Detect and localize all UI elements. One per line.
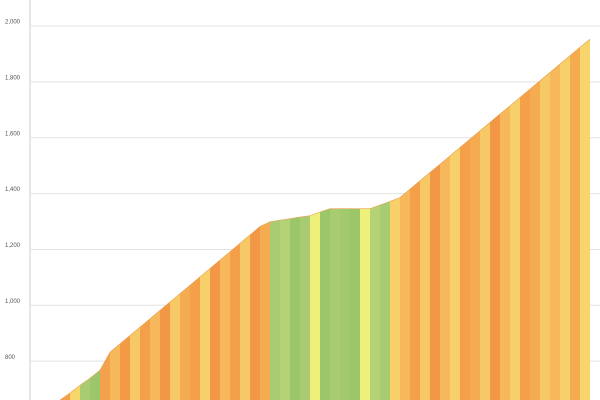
profile-segment bbox=[210, 260, 220, 400]
profile-segment bbox=[450, 147, 460, 400]
profile-segment bbox=[90, 370, 100, 400]
profile-segment bbox=[150, 310, 160, 400]
profile-segment bbox=[340, 208, 350, 400]
y-tick-label: 1,400 bbox=[5, 187, 21, 193]
profile-segment bbox=[280, 218, 290, 400]
profile-segment bbox=[100, 352, 110, 400]
profile-line bbox=[59, 38, 591, 400]
profile-segment bbox=[290, 217, 300, 400]
profile-segment bbox=[440, 155, 450, 400]
profile-segment bbox=[260, 221, 270, 400]
y-tick-label: 800 bbox=[5, 355, 16, 361]
profile-segment bbox=[540, 72, 550, 400]
y-tick-label: 1,200 bbox=[5, 243, 21, 249]
profile-segment bbox=[300, 215, 310, 400]
profile-segment bbox=[140, 318, 150, 400]
profile-segment bbox=[70, 385, 80, 400]
profile-segment bbox=[170, 293, 180, 400]
profile-segment bbox=[130, 327, 140, 400]
profile-segment bbox=[430, 164, 440, 400]
profile-segment bbox=[580, 39, 590, 400]
profile-segment bbox=[310, 212, 320, 400]
y-tick-label: 1,800 bbox=[5, 75, 21, 81]
profile-segment bbox=[330, 208, 340, 400]
profile-segment bbox=[560, 55, 570, 400]
profile-segment bbox=[360, 208, 370, 400]
profile-segment bbox=[160, 301, 170, 400]
profile-segment bbox=[350, 208, 360, 400]
profile-segment bbox=[180, 285, 190, 400]
profile-segment bbox=[470, 130, 480, 400]
profile-segment bbox=[400, 189, 410, 400]
profile-segment bbox=[520, 89, 530, 400]
profile-segment bbox=[420, 172, 430, 400]
profile-segment bbox=[480, 122, 490, 400]
profile-segment bbox=[320, 208, 330, 400]
profile-segment bbox=[270, 220, 280, 400]
profile-segment bbox=[460, 139, 470, 400]
profile-segment bbox=[120, 335, 130, 400]
profile-segment bbox=[570, 47, 580, 400]
profile-segment bbox=[230, 243, 240, 400]
y-tick-label: 2,000 bbox=[5, 20, 21, 26]
profile-segment bbox=[190, 276, 200, 400]
profile-segment bbox=[500, 105, 510, 400]
profile-segment bbox=[220, 251, 230, 400]
profile-segment bbox=[510, 97, 520, 400]
profile-segment bbox=[550, 63, 560, 400]
y-tick-label: 1,000 bbox=[5, 299, 21, 305]
profile-segment bbox=[110, 343, 120, 400]
profile-segment bbox=[530, 80, 540, 400]
profile-segment bbox=[490, 113, 500, 400]
profile-segment bbox=[200, 268, 210, 400]
y-tick-label: 1,600 bbox=[5, 131, 21, 137]
profile-segment bbox=[390, 197, 400, 400]
profile-segment bbox=[240, 234, 250, 400]
profile-segment bbox=[250, 226, 260, 400]
profile-segment bbox=[380, 201, 390, 400]
profile-segment bbox=[370, 205, 380, 400]
profile-segment bbox=[410, 180, 420, 400]
